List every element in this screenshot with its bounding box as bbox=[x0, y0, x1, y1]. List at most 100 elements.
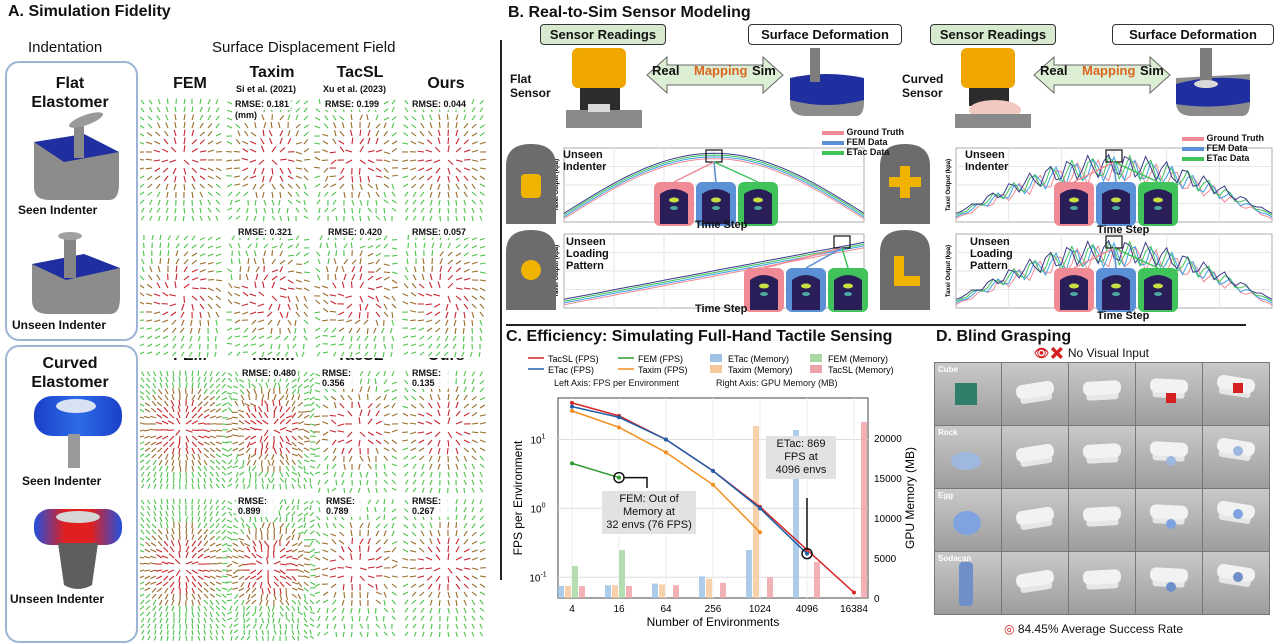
rmse-flat-unseen-tacsl: RMSE: 0.420 bbox=[326, 226, 385, 238]
b-unseen-indenter-1: Unseen Indenter bbox=[563, 149, 607, 173]
object-shape bbox=[959, 562, 973, 606]
panel-d-title: D. Blind Grasping bbox=[936, 328, 1072, 345]
y2-tick-label: 0 bbox=[874, 594, 880, 605]
curved-elastomer-box bbox=[5, 345, 138, 643]
grasp-frame: Rock bbox=[934, 425, 1002, 489]
memory-bar bbox=[814, 562, 820, 598]
grasp-frame bbox=[1068, 362, 1136, 426]
panel-divider bbox=[500, 40, 502, 580]
fps-point bbox=[805, 551, 809, 556]
grasped-object bbox=[1166, 519, 1176, 529]
method-header-tacsl: TacSL bbox=[336, 64, 384, 81]
legend-entry: Taxim (Memory) bbox=[728, 365, 793, 375]
grasp-frame bbox=[1001, 551, 1069, 615]
cite-taxim: Si et al. (2021) bbox=[236, 84, 297, 94]
vector-field-cell bbox=[140, 230, 224, 358]
svg-text:Taxel Output (kpa): Taxel Output (kpa) bbox=[946, 245, 952, 297]
grasped-object bbox=[1166, 582, 1176, 592]
rmse-curved-seen-ours: RMSE: 0.135 bbox=[410, 367, 450, 389]
vector-field-cell bbox=[226, 366, 316, 490]
mapping-label-curved: Mapping bbox=[1082, 63, 1136, 78]
sim-label-flat: Sim bbox=[752, 63, 776, 78]
panel-c-title: C. Efficiency: Simulating Full-Hand Tact… bbox=[506, 328, 893, 345]
mapping-label-flat: Mapping bbox=[694, 63, 748, 78]
grasp-frame bbox=[1135, 425, 1203, 489]
b-unseen-indenter-2: Unseen Indenter bbox=[965, 149, 1009, 173]
x-tick-label: 4096 bbox=[796, 604, 819, 615]
legend-entry: FEM (FPS) bbox=[638, 354, 683, 364]
displacement-field-grid bbox=[140, 94, 488, 641]
efficiency-chart: 4 16 64 256 1024 4096 16384 10-1 100 101 0 5000 1000… bbox=[511, 354, 917, 629]
fps-point bbox=[570, 404, 574, 409]
b-legend-left: Ground Truth FEM Data ETac Data bbox=[822, 127, 904, 157]
vector-field-cell bbox=[314, 230, 400, 358]
vector-field-cell bbox=[402, 494, 488, 638]
rmse-unit: (mm) bbox=[233, 109, 259, 121]
method-header-fem: FEM bbox=[173, 75, 207, 92]
legend-entry: Taxim (FPS) bbox=[638, 365, 688, 375]
fps-point bbox=[711, 468, 715, 473]
curved-seen-indenter-render bbox=[34, 396, 122, 468]
flat-elastomer-label: Flat Elastomer bbox=[31, 75, 109, 111]
robot-hand bbox=[1149, 504, 1189, 520]
method-header-taxim: Taxim bbox=[249, 64, 295, 81]
b-time-step-2: Time Step bbox=[695, 303, 748, 315]
sim-label-curved: Sim bbox=[1140, 63, 1164, 78]
left-axis-note: Left Axis: FPS per Environment bbox=[554, 378, 680, 388]
b-time-step-1: Time Step bbox=[695, 219, 748, 231]
rmse-curved-unseen-ours: RMSE: 0.267 bbox=[410, 495, 450, 517]
robot-hand bbox=[1015, 506, 1055, 526]
vector-field-cell bbox=[226, 494, 316, 641]
grasp-frame bbox=[1001, 425, 1069, 489]
rmse-curved-seen-taxim: RMSE: 0.480 bbox=[240, 367, 299, 379]
field-label: Surface Displacement Field bbox=[212, 39, 396, 56]
grasped-object bbox=[1166, 456, 1176, 466]
legend-entry: TacSL (Memory) bbox=[828, 365, 894, 375]
vector-field-cell bbox=[140, 494, 228, 641]
fps-point bbox=[758, 506, 762, 511]
rmse-flat-unseen-ours: RMSE: 0.057 bbox=[410, 226, 469, 238]
grasped-object bbox=[1233, 446, 1243, 456]
real-label-curved: Real bbox=[1040, 63, 1068, 78]
memory-bar bbox=[605, 585, 611, 598]
robot-hand bbox=[1015, 443, 1055, 463]
fps-point bbox=[664, 437, 668, 442]
no-vision-icon: 👁✖ bbox=[1034, 346, 1065, 360]
memory-bar bbox=[861, 422, 867, 598]
fem-annotation: FEM: Out of Memory at 32 envs (76 FPS) bbox=[602, 491, 696, 534]
flat-seen-indenter-render bbox=[34, 112, 119, 200]
curved-sensor-label: Curved Sensor bbox=[902, 72, 944, 100]
real-sim-arrow-curved bbox=[1033, 55, 1171, 95]
no-visual-input: 👁✖ No Visual Input bbox=[1034, 346, 1149, 360]
memory-bar bbox=[572, 566, 578, 598]
object-label: Sodacan bbox=[938, 554, 972, 563]
real-to-sim-charts: Taxel Output (kpa) Taxel Output (kpa) Taxe… bbox=[506, 144, 1273, 312]
vector-field-cell bbox=[402, 94, 488, 222]
right-axis-note: Right Axis: GPU Memory (MB) bbox=[716, 378, 838, 388]
x-tick-label: 1024 bbox=[749, 604, 772, 615]
etac-4096-marker bbox=[801, 547, 813, 560]
memory-bar bbox=[565, 586, 571, 598]
grasping-grid: Cube Rock Egg Sodacan bbox=[934, 362, 1274, 624]
legend-entry: FEM (Memory) bbox=[828, 354, 888, 364]
fps-point bbox=[711, 482, 715, 487]
fps-point bbox=[617, 415, 621, 420]
fps-point bbox=[617, 425, 621, 430]
chart-legend: TacSL (FPS)ETac (FPS) FEM (FPS)Taxim (FPS… bbox=[528, 354, 894, 375]
surface-deformation-label-curved: Surface Deformation bbox=[1112, 24, 1274, 45]
real-label-flat: Real bbox=[652, 63, 680, 78]
svg-text:Taxel Output (kpa): Taxel Output (kpa) bbox=[554, 245, 560, 297]
vector-field-cell bbox=[314, 94, 400, 222]
y-axis-label: FPS per Environment bbox=[511, 440, 525, 555]
vector-field-cell bbox=[226, 230, 312, 358]
y2-tick-label: 20000 bbox=[874, 434, 902, 445]
object-shape bbox=[953, 511, 981, 535]
indenter-pad-icon bbox=[880, 230, 930, 310]
fps-point bbox=[852, 590, 856, 595]
rmse-flat-unseen-taxim: RMSE: 0.321 bbox=[236, 226, 295, 238]
grasped-object bbox=[1166, 393, 1176, 403]
flat-elastomer-box bbox=[5, 61, 138, 341]
grasp-frame bbox=[1135, 488, 1203, 552]
taxel-chart: Taxel Output (kpa) bbox=[946, 147, 1273, 226]
rmse-flat-seen-ours: RMSE: 0.044 bbox=[410, 98, 469, 110]
